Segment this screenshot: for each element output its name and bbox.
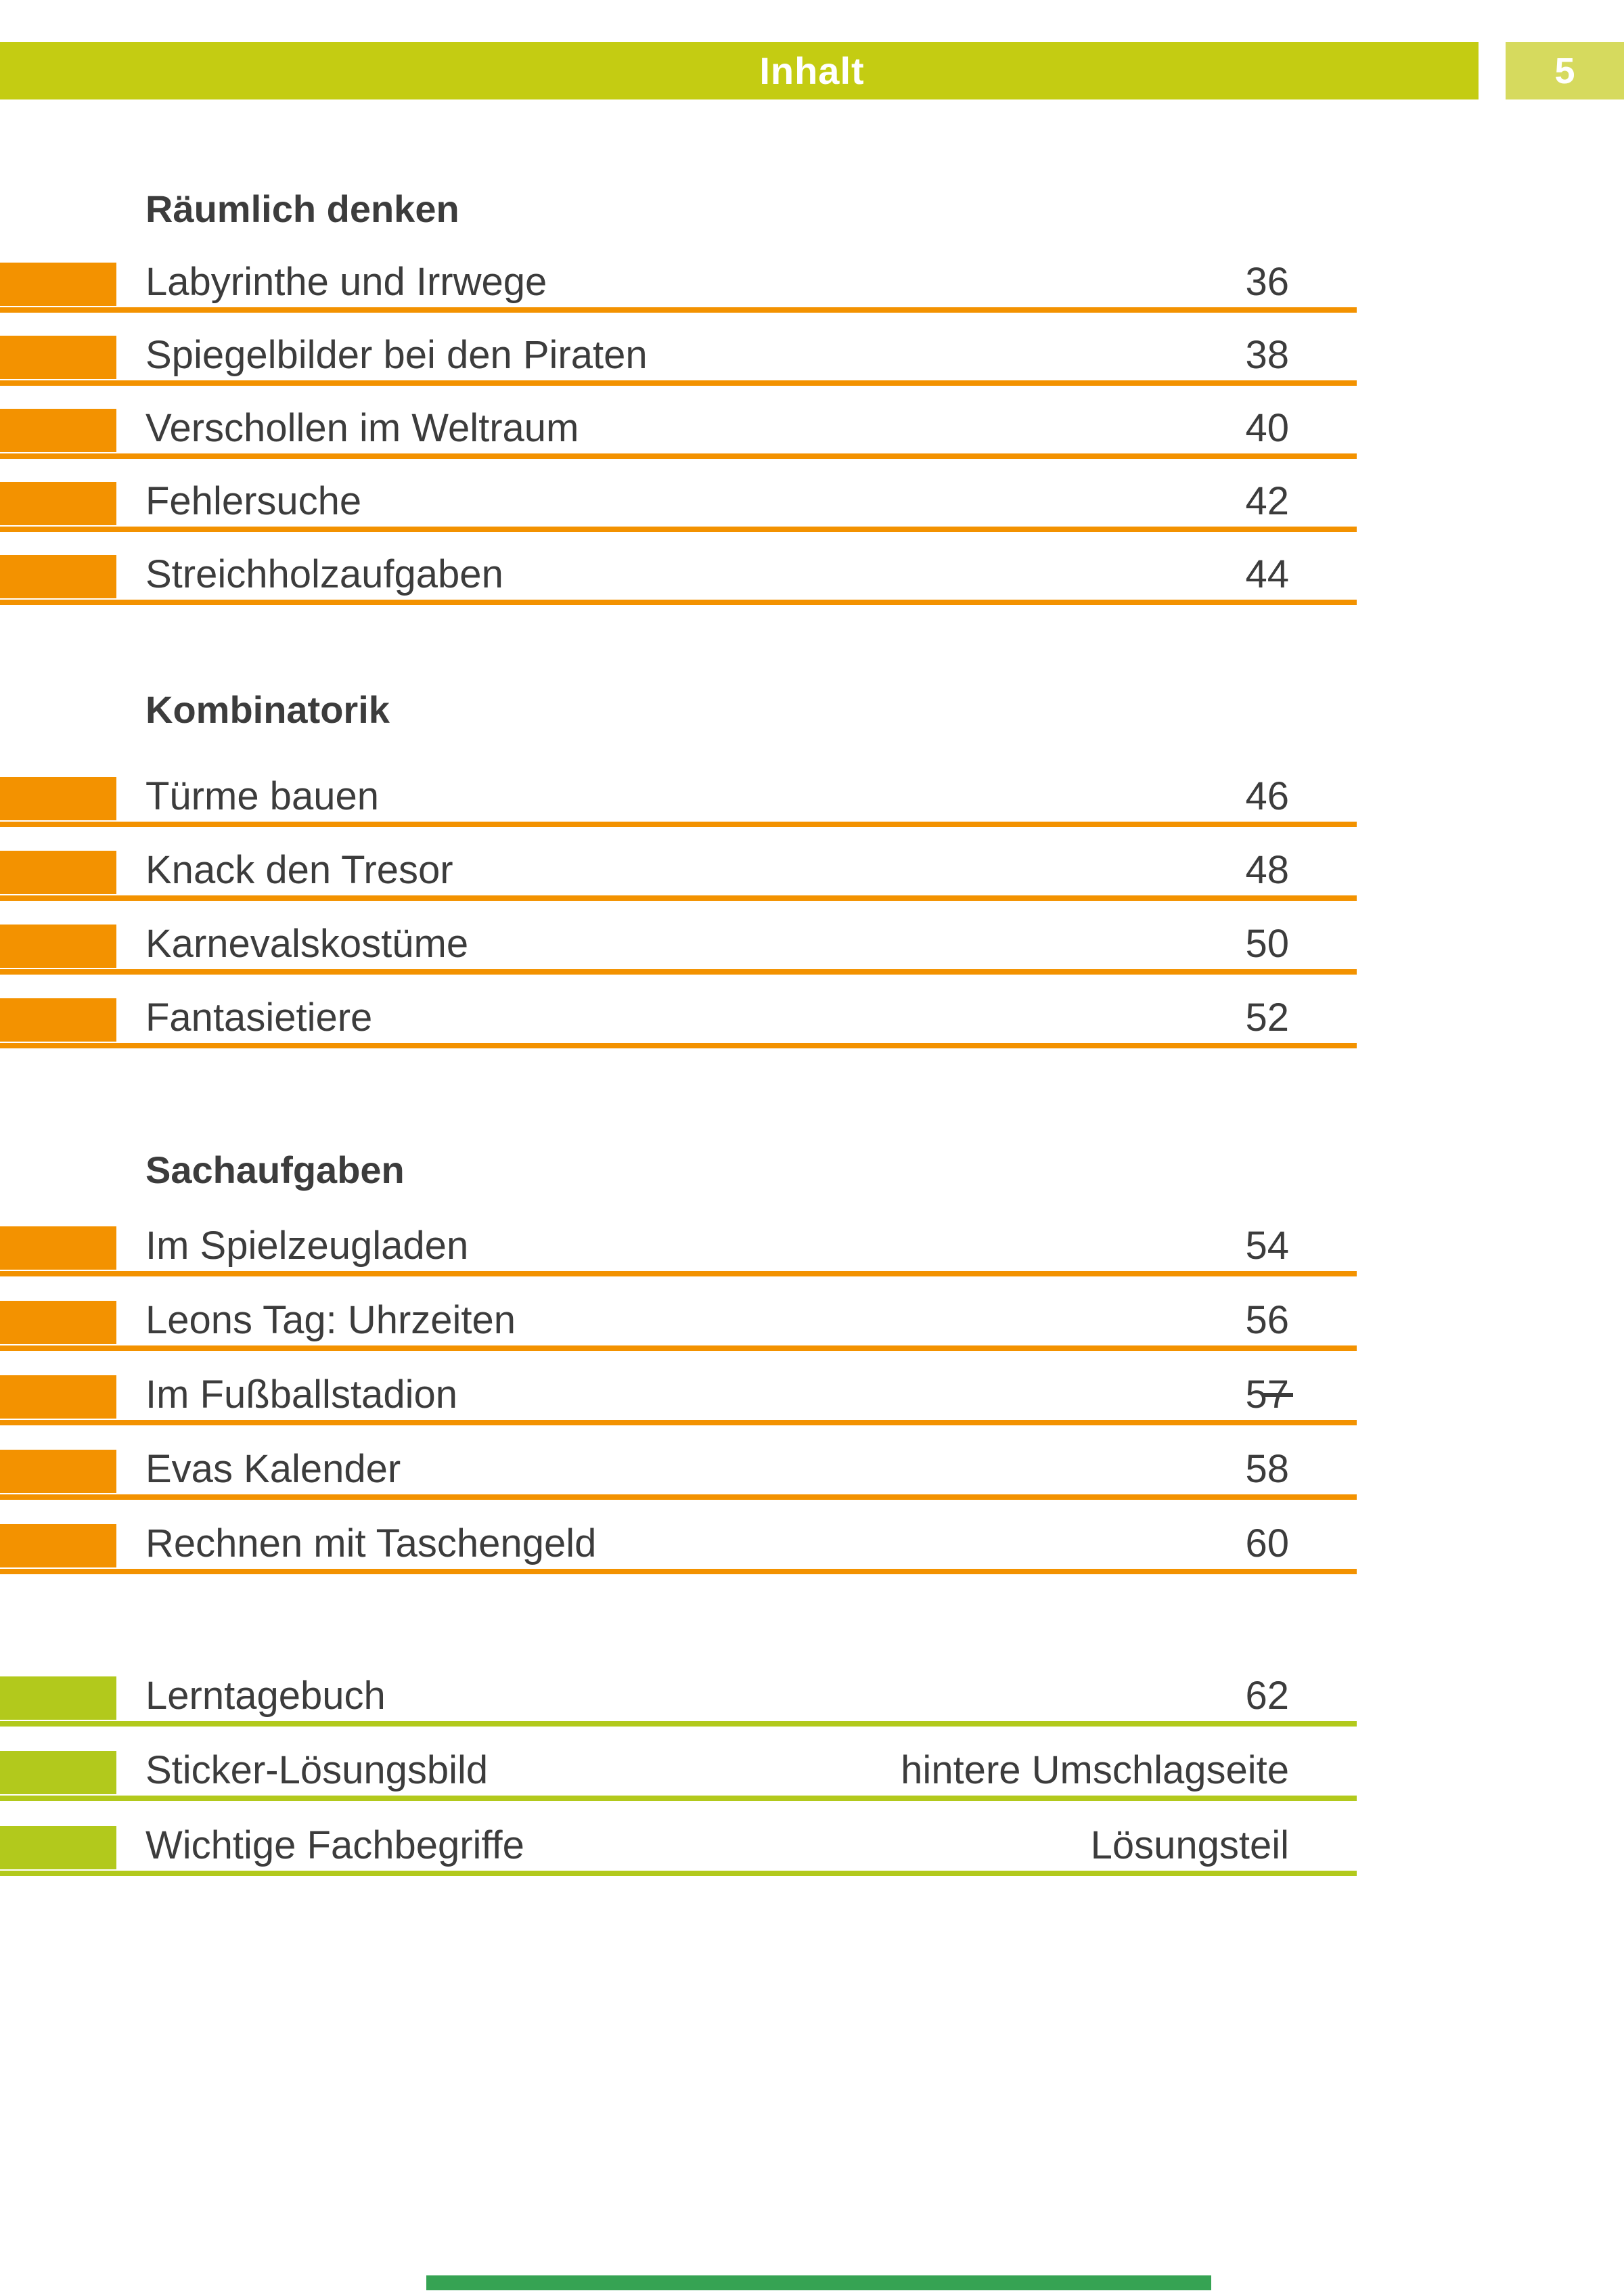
toc-row: Lerntagebuch 62 bbox=[0, 1676, 1357, 1727]
row-margin-block bbox=[0, 1524, 116, 1567]
entry-title: Labyrinthe und Irrwege bbox=[145, 260, 547, 304]
section-heading: Sachaufgaben bbox=[145, 1148, 405, 1191]
entry-title: Fehlersuche bbox=[145, 479, 362, 523]
toc-row: Türme bauen 46 bbox=[0, 777, 1357, 827]
entry-title: Sticker-Lösungsbild bbox=[145, 1748, 489, 1792]
row-underline bbox=[0, 307, 1357, 313]
entry-page-ref: 56 bbox=[1245, 1298, 1289, 1342]
toc-row: Fehlersuche 42 bbox=[0, 482, 1357, 532]
entry-page-ref: 46 bbox=[1245, 774, 1289, 818]
entry-title: Fantasietiere bbox=[145, 996, 373, 1040]
row-margin-block bbox=[0, 1375, 116, 1419]
row-underline bbox=[0, 600, 1357, 605]
entry-page-ref: 50 bbox=[1245, 922, 1289, 966]
entry-page-ref: 42 bbox=[1245, 479, 1289, 523]
row-underline bbox=[0, 527, 1357, 532]
crossed-seven-bar bbox=[1262, 1393, 1293, 1397]
entry-page-ref: 44 bbox=[1245, 552, 1289, 596]
toc-row: Wichtige Fachbegriffe Lösungsteil bbox=[0, 1826, 1357, 1876]
row-margin-block bbox=[0, 998, 116, 1042]
row-margin-block bbox=[0, 263, 116, 306]
row-margin-block bbox=[0, 1676, 116, 1720]
row-margin-block bbox=[0, 482, 116, 525]
entry-page-ref: Lösungsteil bbox=[1090, 1823, 1289, 1867]
row-underline bbox=[0, 1420, 1357, 1425]
header-bar bbox=[0, 42, 1479, 99]
row-margin-block bbox=[0, 555, 116, 598]
toc-row: Knack den Tresor 48 bbox=[0, 851, 1357, 901]
row-margin-block bbox=[0, 336, 116, 379]
row-underline bbox=[0, 969, 1357, 975]
row-margin-block bbox=[0, 777, 116, 820]
bottom-page-edge-strip bbox=[426, 2275, 1211, 2290]
row-margin-block bbox=[0, 1826, 116, 1869]
row-underline bbox=[0, 1345, 1357, 1351]
entry-title: Verschollen im Weltraum bbox=[145, 406, 579, 450]
row-margin-block bbox=[0, 851, 116, 894]
toc-row: Fantasietiere 52 bbox=[0, 998, 1357, 1048]
toc-row: Sticker-Lösungsbild hintere Umschlagseite bbox=[0, 1751, 1357, 1801]
row-margin-block bbox=[0, 1450, 116, 1493]
toc-row: Im Spielzeugladen 54 bbox=[0, 1226, 1357, 1276]
entry-page-ref: 60 bbox=[1245, 1521, 1289, 1565]
page-title: Inhalt bbox=[759, 49, 865, 92]
entry-title: Rechnen mit Taschengeld bbox=[145, 1521, 597, 1565]
toc-row: Im Fußballstadion 57 bbox=[0, 1375, 1357, 1425]
entry-page-ref: 52 bbox=[1245, 996, 1289, 1040]
row-underline bbox=[0, 1796, 1357, 1801]
toc-row: Labyrinthe und Irrwege 36 bbox=[0, 263, 1357, 313]
row-margin-block bbox=[0, 409, 116, 452]
toc-row: Karnevalskostüme 50 bbox=[0, 925, 1357, 975]
toc-row: Rechnen mit Taschengeld 60 bbox=[0, 1524, 1357, 1574]
entry-page-ref: 54 bbox=[1245, 1224, 1289, 1268]
row-margin-block bbox=[0, 925, 116, 968]
entry-title: Lerntagebuch bbox=[145, 1674, 386, 1718]
entry-title: Spiegelbilder bei den Piraten bbox=[145, 333, 648, 377]
page-number-badge: 5 bbox=[1506, 42, 1624, 99]
entry-page-ref: 62 bbox=[1245, 1674, 1289, 1718]
entry-title: Türme bauen bbox=[145, 774, 379, 818]
entry-title: Wichtige Fachbegriffe bbox=[145, 1823, 524, 1867]
row-underline bbox=[0, 380, 1357, 386]
toc-row: Spiegelbilder bei den Piraten 38 bbox=[0, 336, 1357, 386]
row-underline bbox=[0, 453, 1357, 459]
section-heading: Räumlich denken bbox=[145, 187, 459, 230]
row-margin-block bbox=[0, 1226, 116, 1270]
entry-page-ref: 58 bbox=[1245, 1447, 1289, 1491]
page-number: 5 bbox=[1554, 50, 1575, 91]
row-underline bbox=[0, 895, 1357, 901]
row-underline bbox=[0, 1043, 1357, 1048]
entry-page-ref: 40 bbox=[1245, 406, 1289, 450]
toc-row: Leons Tag: Uhrzeiten 56 bbox=[0, 1301, 1357, 1351]
entry-title: Im Fußballstadion bbox=[145, 1373, 457, 1417]
entry-page-ref: 48 bbox=[1245, 848, 1289, 892]
toc-row: Verschollen im Weltraum 40 bbox=[0, 409, 1357, 459]
entry-page-ref: 36 bbox=[1245, 260, 1289, 304]
toc-row: Evas Kalender 58 bbox=[0, 1450, 1357, 1500]
row-underline bbox=[0, 1871, 1357, 1876]
entry-page-ref: hintere Umschlagseite bbox=[901, 1748, 1289, 1792]
entry-title: Karnevalskostüme bbox=[145, 922, 469, 966]
entry-title: Leons Tag: Uhrzeiten bbox=[145, 1298, 516, 1342]
entry-title: Streichholzaufgaben bbox=[145, 552, 503, 596]
row-underline bbox=[0, 1494, 1357, 1500]
row-underline bbox=[0, 822, 1357, 827]
entry-page-ref: 38 bbox=[1245, 333, 1289, 377]
row-underline bbox=[0, 1271, 1357, 1276]
row-underline bbox=[0, 1721, 1357, 1727]
row-underline bbox=[0, 1569, 1357, 1574]
entry-title: Knack den Tresor bbox=[145, 848, 453, 892]
row-margin-block bbox=[0, 1751, 116, 1794]
toc-row: Streichholzaufgaben 44 bbox=[0, 555, 1357, 605]
entry-title: Evas Kalender bbox=[145, 1447, 401, 1491]
row-margin-block bbox=[0, 1301, 116, 1344]
entry-title: Im Spielzeugladen bbox=[145, 1224, 469, 1268]
section-heading: Kombinatorik bbox=[145, 688, 390, 731]
